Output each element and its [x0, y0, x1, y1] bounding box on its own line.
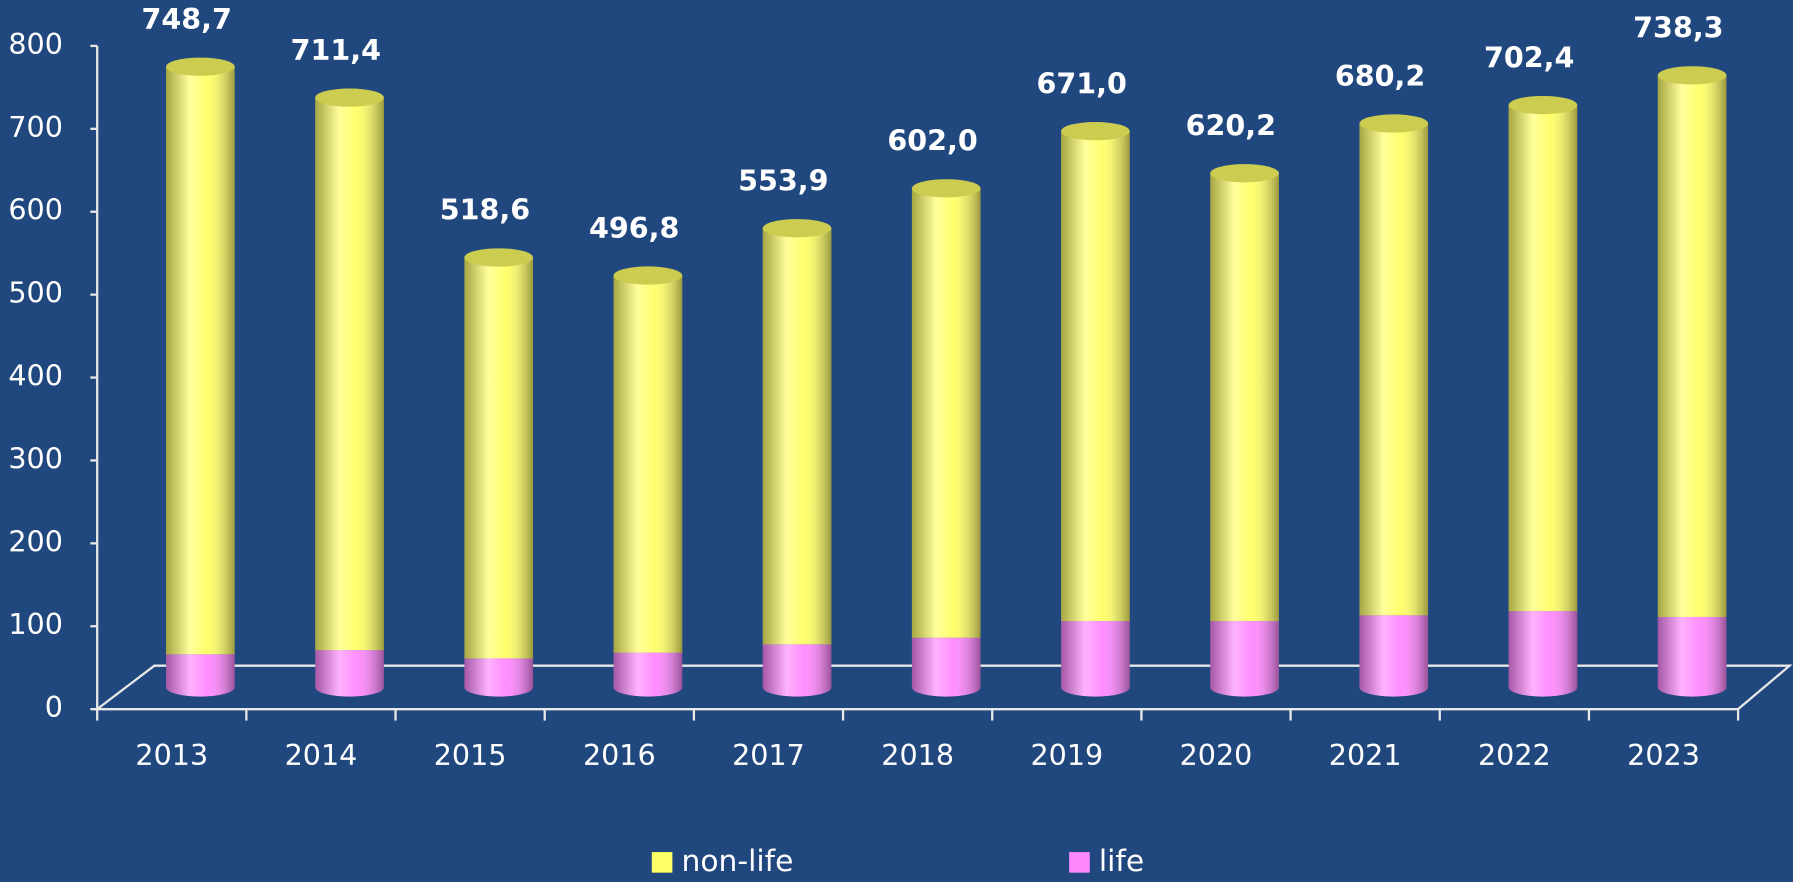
- bar-top: [1061, 121, 1130, 141]
- x-tick-label: 2014: [285, 738, 358, 772]
- total-label: 680,2: [1335, 59, 1425, 93]
- total-label: 711,4: [291, 33, 381, 67]
- x-tick-label: 2023: [1627, 738, 1700, 772]
- x-tick-label: 2020: [1180, 738, 1253, 772]
- total-label: 620,2: [1186, 109, 1276, 143]
- bar-shade: [1210, 173, 1279, 622]
- x-tick-label: 2021: [1329, 738, 1402, 772]
- y-tick-label: 500: [8, 276, 63, 310]
- bar-top: [911, 179, 981, 198]
- bar-shade: [315, 650, 384, 688]
- x-tick-label: 2022: [1478, 738, 1551, 772]
- total-label: 702,4: [1484, 40, 1574, 74]
- bar-shade: [315, 97, 384, 651]
- bar-shade: [1210, 621, 1279, 688]
- bar-top-shade: [911, 179, 981, 198]
- total-label: 748,7: [141, 2, 231, 36]
- bar-top: [762, 219, 832, 238]
- y-tick-label: 800: [8, 27, 63, 61]
- bar-shade: [1061, 621, 1130, 688]
- total-label: 602,0: [887, 124, 977, 158]
- bar-shade: [911, 637, 981, 688]
- bar-top-shade: [1359, 114, 1429, 133]
- total-label: 518,6: [440, 193, 530, 227]
- bar-top: [613, 266, 683, 285]
- x-tick-label: 2016: [583, 738, 656, 772]
- legend-swatch: [651, 852, 673, 873]
- bar-shade: [1657, 616, 1727, 688]
- x-tick-label: 2017: [732, 738, 805, 772]
- bar-shade: [1359, 615, 1429, 688]
- bar-top: [315, 88, 384, 107]
- y-tick-label: 600: [8, 193, 63, 227]
- bar-top: [1359, 114, 1429, 133]
- bar-shade: [911, 188, 981, 638]
- total-label: 738,3: [1633, 11, 1723, 45]
- bar-top-shade: [1508, 95, 1578, 115]
- bar-top: [1210, 164, 1279, 183]
- bar-top: [464, 248, 534, 267]
- bar-top-shade: [1061, 121, 1130, 141]
- legend-swatch: [1069, 852, 1090, 873]
- total-label: 496,8: [589, 211, 679, 245]
- bar-top-shade: [762, 219, 832, 238]
- y-tick-label: 0: [45, 690, 63, 724]
- bar-top-shade: [464, 248, 534, 267]
- y-tick-label: 700: [8, 110, 63, 144]
- total-label: 553,9: [738, 163, 828, 197]
- bar-shade: [1061, 131, 1130, 622]
- bar-top-shade: [1210, 164, 1279, 183]
- y-tick-label: 400: [8, 359, 63, 393]
- bar-top: [1508, 95, 1578, 115]
- bar-shade: [464, 257, 534, 659]
- bar-shade: [1359, 123, 1429, 616]
- total-label: 671,0: [1036, 66, 1126, 100]
- bar-shade: [166, 654, 235, 688]
- bar-top: [166, 57, 235, 76]
- y-tick-label: 200: [8, 524, 63, 558]
- bar-shade: [1657, 75, 1727, 617]
- bar-top-shade: [315, 88, 384, 107]
- bar-shade: [1508, 105, 1578, 612]
- y-tick-label: 300: [8, 441, 63, 475]
- x-tick-label: 2013: [135, 738, 208, 772]
- bar-top-shade: [1657, 66, 1727, 85]
- legend-label: life: [1099, 844, 1144, 879]
- bar-top: [1657, 66, 1727, 85]
- bar-top-shade: [613, 266, 683, 285]
- x-tick-label: 2018: [881, 738, 954, 772]
- x-tick-label: 2015: [434, 738, 507, 772]
- y-tick-label: 100: [8, 607, 63, 641]
- bar-top-shade: [166, 57, 235, 76]
- bar-shade: [464, 658, 534, 688]
- bar-shade: [613, 652, 683, 688]
- legend-label: non-life: [682, 844, 794, 879]
- bar-shade: [762, 644, 832, 688]
- bar-shade: [613, 275, 683, 653]
- bar-shade: [166, 66, 235, 655]
- x-tick-label: 2019: [1030, 738, 1103, 772]
- bar-shade: [762, 228, 832, 645]
- bar-shade: [1508, 611, 1578, 688]
